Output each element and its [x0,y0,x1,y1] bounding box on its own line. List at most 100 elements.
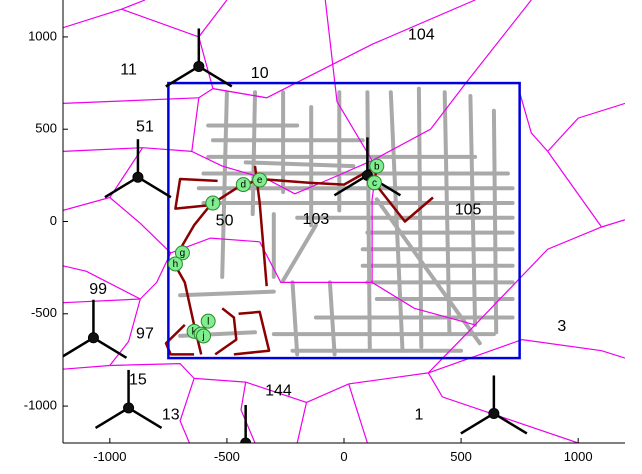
street-line [365,90,372,351]
marker-point: d [235,177,251,193]
street-line [388,90,405,353]
marker-circle [205,195,221,211]
street-line [220,90,229,279]
voronoi-edge [121,0,228,38]
marker-circle [252,172,268,188]
region-label: 104 [408,26,435,43]
voronoi-edge [109,197,172,254]
voronoi-edge [259,241,373,283]
antenna-arm [137,176,172,199]
voronoi-edge [63,147,144,211]
antenna-hub [87,332,99,344]
voronoi-edge [240,381,256,443]
marker-point: e [252,172,268,188]
antenna-arm [92,336,128,359]
marker-label: g [180,248,186,259]
region-label: 10 [251,65,269,82]
voronoi-edge [109,362,195,379]
voronoi-edge [428,338,625,374]
voronoi-edge [266,0,476,99]
marker-circle [200,313,216,329]
marker-point: f [205,195,221,211]
route-segment [214,307,238,356]
street-line [327,280,337,357]
y-tick-label: 0 [50,213,57,228]
marker-point: c [366,175,382,191]
voronoi-edge [371,281,476,326]
marker-label: c [372,178,377,189]
antenna-arm [493,412,528,435]
antenna-arm [333,174,369,197]
antenna-arm [165,65,200,88]
marker-point: b [369,158,385,174]
voronoi-edge [198,87,267,99]
region-label: 1 [414,407,423,424]
voronoi-edge [179,378,195,443]
region-label: 103 [303,211,330,228]
antenna-hub [123,402,135,414]
marker-circle [235,177,251,193]
voronoi-edge [306,372,429,403]
x-tick-label: 500 [450,449,472,464]
antenna-icon [94,369,163,429]
voronoi-edge [519,92,549,152]
voronoi-edge [109,298,141,366]
marker-label: l [207,316,209,327]
marker-label: f [211,198,214,209]
street-line [281,223,318,283]
street-line [178,289,276,298]
x-tick-label: 0 [340,449,347,464]
y-tick-label: 500 [35,121,57,136]
region-label: 99 [89,281,107,298]
region-label: 97 [136,325,154,342]
marker-point: g [174,245,190,261]
voronoi-edge [474,219,625,326]
marker-circle [174,245,190,261]
boundary-box [167,81,521,360]
antenna-hub [132,171,144,183]
region-label: 50 [216,213,234,230]
marker-label: h [173,259,179,270]
voronoi-edge [63,265,141,300]
antenna-icon [460,375,528,435]
marker-point: l [200,313,216,329]
voronoi-edge [547,102,625,152]
voronoi-edge [348,383,368,443]
antenna-icon [63,299,128,359]
voronoi-edge [427,324,476,374]
region-label: 11 [120,61,137,78]
antenna-arm [460,412,495,435]
marker-circle [196,328,211,344]
voronoi-edge [139,252,172,300]
antenna-arm [63,336,95,358]
region-label: 51 [136,119,154,136]
street-line [442,90,452,335]
antenna-arm [104,176,139,199]
region-label: 15 [129,371,147,388]
region-label: 105 [455,202,482,219]
voronoi-edge [63,147,192,152]
route-segment [174,177,218,210]
voronoi-edge [63,298,141,304]
x-tick-label: 1000 [564,449,593,464]
voronoi-edge [324,0,373,161]
street-line [468,94,478,327]
marker-label: j [201,331,204,342]
street-line [243,160,356,169]
marker-label: e [257,175,263,186]
marker-point: h [167,256,183,272]
region-label: 144 [265,383,292,400]
antenna-arm [127,406,163,429]
marker-label: d [241,180,247,191]
antenna-icon [165,28,233,88]
antenna-arm [245,441,249,443]
street-line [374,197,482,346]
street-line [250,90,257,217]
voronoi-edge [266,160,373,195]
marker-circle [366,175,382,191]
region-label: 3 [557,318,566,335]
antenna-arm [94,406,130,429]
marker-label: b [374,161,380,172]
